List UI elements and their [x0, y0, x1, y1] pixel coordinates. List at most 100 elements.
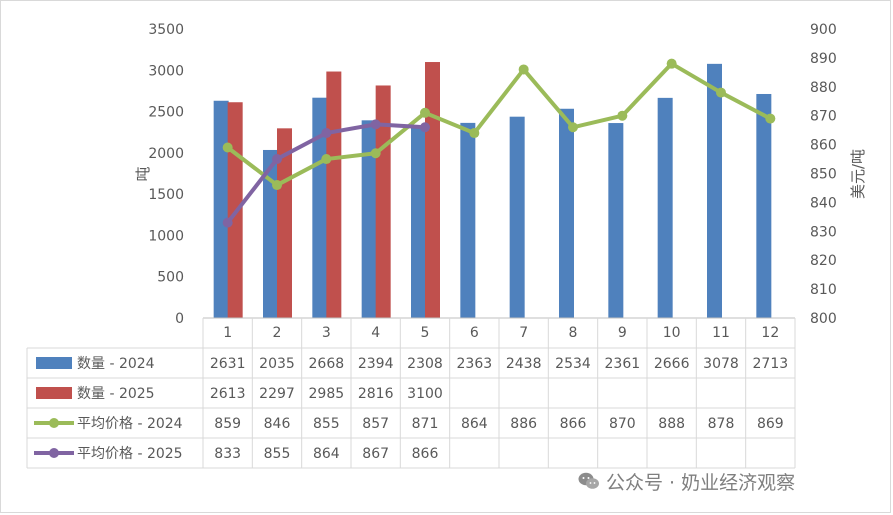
y-tick-label: 2500	[148, 105, 184, 121]
bar-2024	[460, 122, 476, 318]
bar-2024	[263, 149, 278, 318]
bar-2024	[213, 100, 229, 318]
data-label: 870	[609, 416, 636, 432]
bar-2024	[559, 108, 574, 318]
y2-tick-label: 850	[810, 167, 837, 183]
data-label: 846	[264, 416, 291, 432]
line-point	[370, 148, 381, 159]
y2-tick-label: 900	[810, 22, 837, 38]
line-point	[666, 58, 677, 69]
y-tick-label: 500	[157, 270, 184, 286]
y-tick-label: 3500	[148, 22, 184, 38]
line-point	[321, 154, 332, 165]
bar-2025	[277, 128, 292, 318]
x-tick-label: 3	[322, 325, 331, 341]
bar-2024	[312, 97, 328, 318]
legend-key-bar	[36, 387, 72, 399]
data-label: 2308	[407, 356, 443, 372]
watermark: 公众号 · 奶业经济观察	[578, 468, 795, 494]
line-point	[765, 113, 776, 124]
legend-key-marker	[49, 418, 59, 428]
data-label: 867	[362, 446, 389, 462]
data-label: 2438	[506, 356, 542, 372]
data-label: 888	[658, 416, 685, 432]
y-tick-label: 1000	[148, 228, 184, 244]
line-point	[222, 217, 233, 228]
y2-tick-label: 840	[810, 195, 837, 211]
bar-2024	[756, 93, 772, 319]
bar-2024	[657, 97, 673, 319]
data-label: 871	[412, 416, 439, 432]
data-label: 3100	[407, 386, 443, 402]
x-tick-label: 9	[618, 325, 627, 341]
data-label: 878	[708, 416, 735, 432]
data-label: 855	[264, 446, 291, 462]
y2-tick-label: 830	[810, 224, 837, 240]
x-tick-label: 2	[273, 325, 282, 341]
data-label: 869	[757, 416, 784, 432]
data-label: 2713	[753, 356, 789, 372]
y-axis-label: 吨	[134, 166, 152, 181]
legend-label: 数量 - 2024	[77, 356, 155, 372]
data-label: 2363	[457, 356, 493, 372]
data-label: 886	[510, 416, 537, 432]
data-label: 866	[412, 446, 439, 462]
y-tick-label: 1500	[148, 187, 184, 203]
bar-2024	[509, 116, 525, 318]
data-label: 859	[214, 416, 241, 432]
line-point	[272, 154, 282, 165]
line-point	[420, 122, 430, 133]
wechat-icon	[578, 472, 599, 489]
line-point	[321, 128, 332, 139]
data-label: 864	[313, 446, 340, 462]
x-tick-label: 7	[519, 325, 528, 341]
bar-2025	[425, 62, 440, 319]
data-label: 855	[313, 416, 340, 432]
data-label: 2394	[358, 356, 394, 372]
y2-tick-label: 810	[810, 282, 837, 298]
data-label: 866	[560, 416, 587, 432]
data-label: 2035	[259, 356, 295, 372]
data-label: 2534	[555, 356, 591, 372]
y2-tick-label: 890	[810, 51, 837, 67]
line-point	[222, 142, 233, 153]
y2-tick-label: 820	[810, 253, 837, 269]
data-label: 833	[214, 446, 241, 462]
data-label: 2816	[358, 386, 394, 402]
legend-label: 数量 - 2025	[77, 386, 155, 402]
data-label: 857	[362, 416, 389, 432]
bar-2024	[707, 63, 722, 319]
data-label: 2613	[210, 386, 246, 402]
data-label: 2631	[210, 356, 246, 372]
x-tick-label: 1	[223, 325, 232, 341]
bar-2024	[411, 127, 426, 318]
y2-tick-label: 860	[810, 138, 837, 154]
x-tick-label: 10	[663, 325, 681, 341]
line-point	[420, 107, 430, 118]
y2-tick-label: 880	[810, 80, 837, 96]
y-tick-label: 0	[175, 311, 184, 327]
watermark-text: 公众号 · 奶业经济观察	[606, 471, 796, 494]
legend-key-bar	[36, 357, 72, 369]
line-point	[272, 180, 282, 191]
line-point	[568, 122, 578, 133]
y-tick-label: 2000	[148, 146, 184, 162]
bar-2024	[361, 120, 377, 318]
data-label: 2668	[309, 356, 345, 372]
legend-label: 平均价格 - 2025	[77, 446, 183, 462]
line-point	[370, 119, 381, 130]
line-series-2024	[226, 61, 772, 188]
x-tick-label: 5	[421, 325, 430, 341]
bar-2024	[608, 123, 624, 318]
data-label: 2361	[605, 356, 641, 372]
line-point	[617, 110, 628, 121]
y2-tick-label: 870	[810, 109, 837, 125]
data-label: 2666	[654, 356, 690, 372]
x-tick-label: 12	[761, 325, 779, 341]
x-tick-label: 6	[470, 325, 479, 341]
legend-label: 平均价格 - 2024	[77, 416, 183, 432]
y-tick-label: 3000	[148, 63, 184, 79]
legend-key-marker	[49, 448, 59, 458]
